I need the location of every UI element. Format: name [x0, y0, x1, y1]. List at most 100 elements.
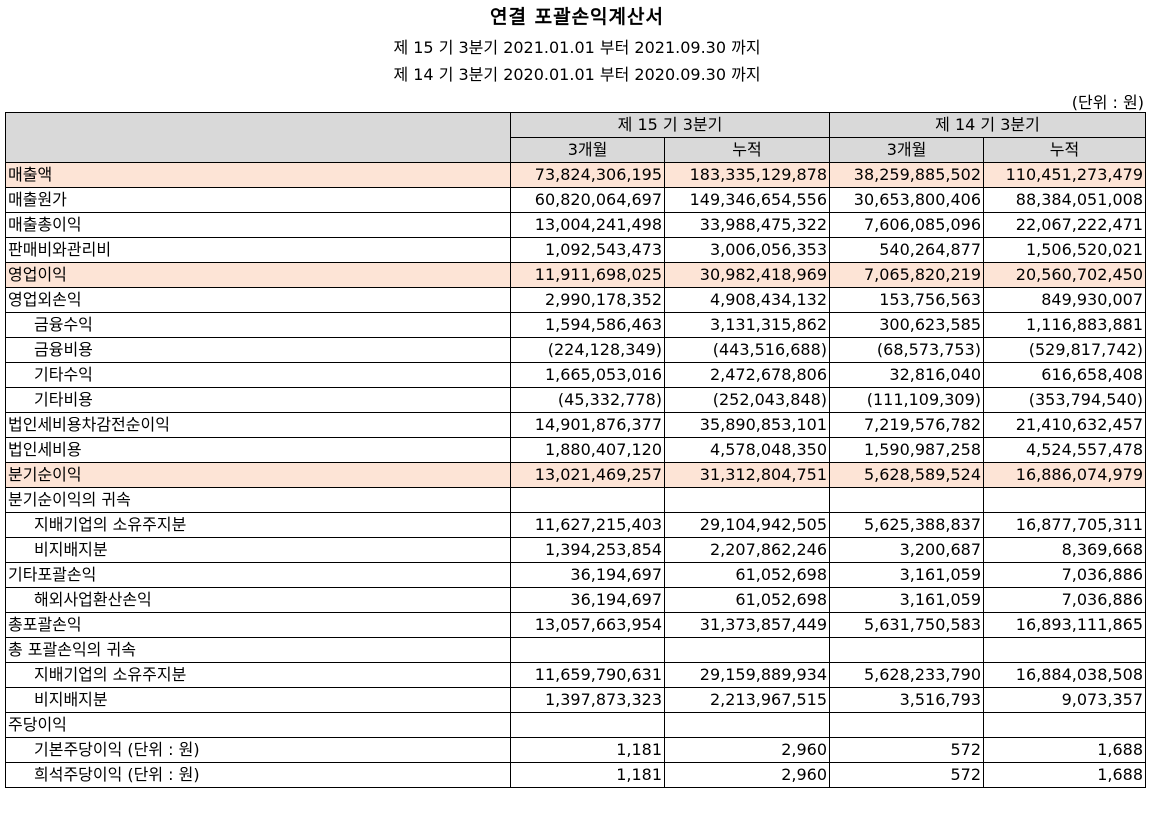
value-cell: 32,816,040 — [829, 362, 984, 388]
value-cell — [510, 637, 665, 663]
header-group-current: 제 15 기 3분기 — [510, 112, 830, 138]
value-cell: 1,116,883,881 — [983, 312, 1146, 338]
value-cell: 30,982,418,969 — [664, 262, 830, 288]
value-cell: 7,036,886 — [983, 562, 1146, 588]
value-cell: 2,960 — [664, 762, 830, 788]
value-cell: 2,213,967,515 — [664, 687, 830, 713]
value-cell: 11,911,698,025 — [510, 262, 665, 288]
value-cell: 31,312,804,751 — [664, 462, 830, 488]
value-cell: 149,346,654,556 — [664, 187, 830, 213]
row-label: 기본주당이익 (단위 : 원) — [5, 737, 511, 763]
value-cell: 1,397,873,323 — [510, 687, 665, 713]
value-cell: (353,794,540) — [983, 387, 1146, 413]
table-row: 비지배지분 1,397,873,323 2,213,967,515 3,516,793… — [5, 687, 1146, 713]
header-row-groups: 제 15 기 3분기 제 14 기 3분기 — [5, 112, 1146, 163]
value-cell: 29,104,942,505 — [664, 512, 830, 538]
row-label: 비지배지분 — [5, 537, 511, 563]
value-cell — [983, 637, 1146, 663]
value-cell: 8,369,668 — [983, 537, 1146, 563]
value-cell: 36,194,697 — [510, 562, 665, 588]
value-cell: (224,128,349) — [510, 337, 665, 363]
value-cell — [829, 637, 984, 663]
value-cell: 1,181 — [510, 762, 665, 788]
value-cell: 849,930,007 — [983, 287, 1146, 313]
value-cell: 5,625,388,837 — [829, 512, 984, 538]
value-cell: (111,109,309) — [829, 387, 984, 413]
table-row: 총 포괄손익의 귀속 — [5, 637, 1146, 663]
table-row: 법인세비용 1,880,407,120 4,578,048,350 1,590,987… — [5, 437, 1146, 463]
row-label: 법인세비용차감전순이익 — [5, 412, 511, 438]
row-label: 금융수익 — [5, 312, 511, 338]
value-cell: 153,756,563 — [829, 287, 984, 313]
value-cell: 2,990,178,352 — [510, 287, 665, 313]
value-cell: 3,161,059 — [829, 587, 984, 613]
header-row-sub: 3개월 누적 3개월 누적 — [6, 137, 1146, 163]
header-sub-current-3m: 3개월 — [510, 137, 665, 163]
table-row: 금융수익 1,594,586,463 3,131,315,862 300,623,58… — [5, 312, 1146, 338]
value-cell: 1,688 — [983, 762, 1146, 788]
table-row: 매출총이익 13,004,241,498 33,988,475,322 7,606,0… — [5, 212, 1146, 238]
row-label: 영업이익 — [5, 262, 511, 288]
row-label: 매출총이익 — [5, 212, 511, 238]
table-row: 영업외손익 2,990,178,352 4,908,434,132 153,756,5… — [5, 287, 1146, 313]
value-cell: 16,886,074,979 — [983, 462, 1146, 488]
value-cell: 2,960 — [664, 737, 830, 763]
value-cell — [983, 712, 1146, 738]
value-cell — [664, 487, 830, 513]
row-label: 기타비용 — [5, 387, 511, 413]
row-label: 판매비와관리비 — [5, 237, 511, 263]
value-cell: 35,890,853,101 — [664, 412, 830, 438]
value-cell: 183,335,129,878 — [664, 162, 830, 188]
value-cell: 1,506,520,021 — [983, 237, 1146, 263]
value-cell: 5,628,589,524 — [829, 462, 984, 488]
table-row: 지배기업의 소유주지분 11,627,215,403 29,104,942,505 5… — [5, 512, 1146, 538]
row-label: 해외사업환산손익 — [5, 587, 511, 613]
value-cell: 22,067,222,471 — [983, 212, 1146, 238]
value-cell: 61,052,698 — [664, 562, 830, 588]
table-row: 기타수익 1,665,053,016 2,472,678,806 32,816,040… — [5, 362, 1146, 388]
value-cell — [829, 712, 984, 738]
value-cell: 14,901,876,377 — [510, 412, 665, 438]
value-cell: 16,893,111,865 — [983, 612, 1146, 638]
value-cell: 7,606,085,096 — [829, 212, 984, 238]
value-cell: 110,451,273,479 — [983, 162, 1146, 188]
row-label: 금융비용 — [5, 337, 511, 363]
value-cell: 31,373,857,449 — [664, 612, 830, 638]
value-cell: 16,884,038,508 — [983, 662, 1146, 688]
table-row: 매출원가 60,820,064,697 149,346,654,556 30,653,… — [5, 187, 1146, 213]
header-blank-cell — [5, 112, 511, 163]
value-cell: 36,194,697 — [510, 587, 665, 613]
value-cell: (252,043,848) — [664, 387, 830, 413]
unit-label: (단위 : 원) — [1071, 93, 1144, 112]
value-cell: 7,065,820,219 — [829, 262, 984, 288]
table-row: 금융비용 (224,128,349) (443,516,688) (68,573,75… — [5, 337, 1146, 363]
row-label: 기타포괄손익 — [5, 562, 511, 588]
value-cell: 2,207,862,246 — [664, 537, 830, 563]
row-label: 매출원가 — [5, 187, 511, 213]
table-row: 영업이익 11,911,698,025 30,982,418,969 7,065,82… — [5, 262, 1146, 288]
value-cell: 3,200,687 — [829, 537, 984, 563]
value-cell: 616,658,408 — [983, 362, 1146, 388]
table-row: 지배기업의 소유주지분 11,659,790,631 29,159,889,934 5… — [5, 662, 1146, 688]
value-cell: 4,908,434,132 — [664, 287, 830, 313]
value-cell: 1,181 — [510, 737, 665, 763]
value-cell: 3,006,056,353 — [664, 237, 830, 263]
header-sub-prior-cum: 누적 — [983, 137, 1146, 163]
value-cell: 11,659,790,631 — [510, 662, 665, 688]
value-cell: 13,021,469,257 — [510, 462, 665, 488]
value-cell: 3,131,315,862 — [664, 312, 830, 338]
table-row: 주당이익 — [5, 712, 1146, 738]
table-row: 희석주당이익 (단위 : 원) 1,181 2,960 572 1,688 — [5, 762, 1146, 788]
value-cell: 30,653,800,406 — [829, 187, 984, 213]
value-cell — [664, 637, 830, 663]
value-cell: 1,394,253,854 — [510, 537, 665, 563]
header-sub-current-cum: 누적 — [664, 137, 830, 163]
value-cell — [983, 487, 1146, 513]
header-sub-prior-3m: 3개월 — [829, 137, 984, 163]
row-label: 총 포괄손익의 귀속 — [5, 637, 511, 663]
table-row: 비지배지분 1,394,253,854 2,207,862,246 3,200,687… — [5, 537, 1146, 563]
row-label: 희석주당이익 (단위 : 원) — [5, 762, 511, 788]
income-statement-table: 제 15 기 3분기 제 14 기 3분기 3개월 누적 3개월 누적 매출액 7… — [5, 112, 1146, 788]
value-cell: 5,628,233,790 — [829, 662, 984, 688]
value-cell: 33,988,475,322 — [664, 212, 830, 238]
